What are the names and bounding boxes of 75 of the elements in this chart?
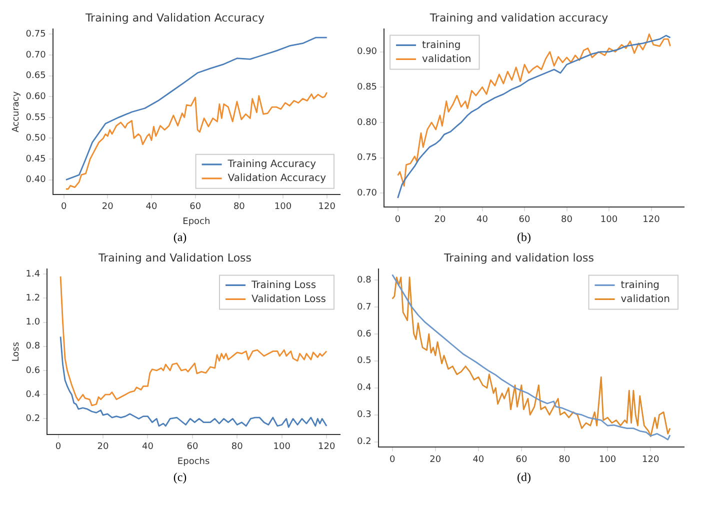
x-tick-label: 20 (430, 454, 442, 465)
y-tick-label: 0.8 (26, 342, 40, 352)
legend-label: training (620, 280, 660, 291)
x-tick-label: 0 (389, 454, 396, 465)
x-tick-label: 80 (558, 454, 571, 465)
y-tick-label: 0.5 (356, 356, 372, 366)
x-tick-label: 80 (231, 442, 244, 452)
y-tick-label: 1.4 (26, 269, 40, 280)
y-tick-label: 0.45 (26, 154, 46, 164)
legend-label: Training Loss (250, 280, 316, 291)
x-tick-label: 120 (318, 202, 336, 212)
y-tick-label: 0.70 (356, 188, 378, 198)
x-tick-label: 20 (102, 202, 114, 212)
x-tick-label: 40 (146, 202, 158, 212)
chart-title: Training and validation accuracy (428, 11, 609, 24)
chart-title: Training and validation loss (443, 251, 594, 264)
y-tick-label: 0.4 (26, 390, 40, 400)
y-tick-label: 1.0 (26, 318, 40, 328)
x-tick-label: 100 (273, 442, 291, 452)
x-tick-label: 100 (274, 202, 292, 212)
x-tick-label: 80 (233, 202, 246, 212)
y-tick-label: 0.60 (26, 92, 46, 102)
y-tick-label: 0.75 (356, 153, 378, 164)
y-tick-label: 0.7 (356, 302, 372, 312)
text: (d) (516, 470, 532, 486)
x-tick-label: 80 (561, 214, 573, 225)
x-tick-label: 40 (472, 454, 484, 465)
x-tick-label: 60 (190, 202, 202, 212)
y-tick-label: 0.2 (356, 437, 372, 448)
legend-label: Validation Loss (252, 294, 326, 305)
y-tick-label: 0.55 (26, 112, 46, 123)
y-tick-label: 0.8 (356, 275, 372, 286)
chart-title: Training and Validation Accuracy (84, 11, 266, 24)
y-tick-label: 0.50 (26, 134, 46, 144)
y-tick-label: 0.65 (26, 71, 46, 82)
x-tick-label: 60 (518, 214, 531, 225)
x-tick-label: 0 (60, 202, 67, 212)
x-tick-label: 20 (434, 214, 446, 225)
x-tick-label: 100 (600, 214, 618, 225)
x-tick-label: 60 (186, 442, 198, 452)
y-tick-label: 0.90 (356, 47, 378, 58)
y-tick-label: 0.85 (356, 82, 378, 92)
y-tick-label: 0.3 (356, 410, 372, 420)
x-axis-title: Epochs (177, 456, 210, 467)
text: (c) (172, 470, 188, 486)
y-axis-title: Loss (12, 342, 22, 362)
x-tick-label: 120 (318, 442, 336, 452)
x-tick-label: 0 (394, 214, 401, 225)
chart-title: Training and Validation Loss (97, 251, 252, 264)
x-tick-label: 20 (97, 442, 110, 452)
x-tick-label: 0 (55, 442, 62, 452)
y-tick-label: 0.40 (26, 175, 46, 186)
legend-label: validation (620, 294, 670, 305)
legend-label: Validation Accuracy (228, 172, 326, 184)
x-tick-label: 100 (598, 454, 616, 465)
y-axis-title: Accuracy (12, 90, 22, 132)
x-tick-label: 120 (642, 454, 660, 465)
x-tick-label: 60 (516, 454, 528, 465)
y-tick-label: 0.6 (26, 366, 40, 376)
x-axis-title: Epoch (182, 216, 210, 227)
text: (b) (516, 230, 532, 246)
text: (a) (172, 230, 188, 246)
y-tick-label: 0.2 (26, 414, 40, 424)
y-tick-label: 1.2 (26, 293, 40, 304)
y-tick-label: 0.75 (26, 30, 46, 40)
x-tick-label: 40 (142, 442, 154, 452)
y-tick-label: 0.6 (356, 329, 372, 340)
y-tick-label: 0.4 (356, 383, 372, 394)
y-tick-label: 0.80 (356, 118, 378, 128)
legend-label: Training Accuracy (226, 158, 316, 170)
x-tick-label: 120 (642, 214, 660, 225)
y-tick-label: 0.70 (26, 50, 46, 60)
x-tick-label: 40 (476, 214, 488, 225)
legend-label: training (422, 40, 461, 51)
legend-label: validation (422, 54, 472, 65)
